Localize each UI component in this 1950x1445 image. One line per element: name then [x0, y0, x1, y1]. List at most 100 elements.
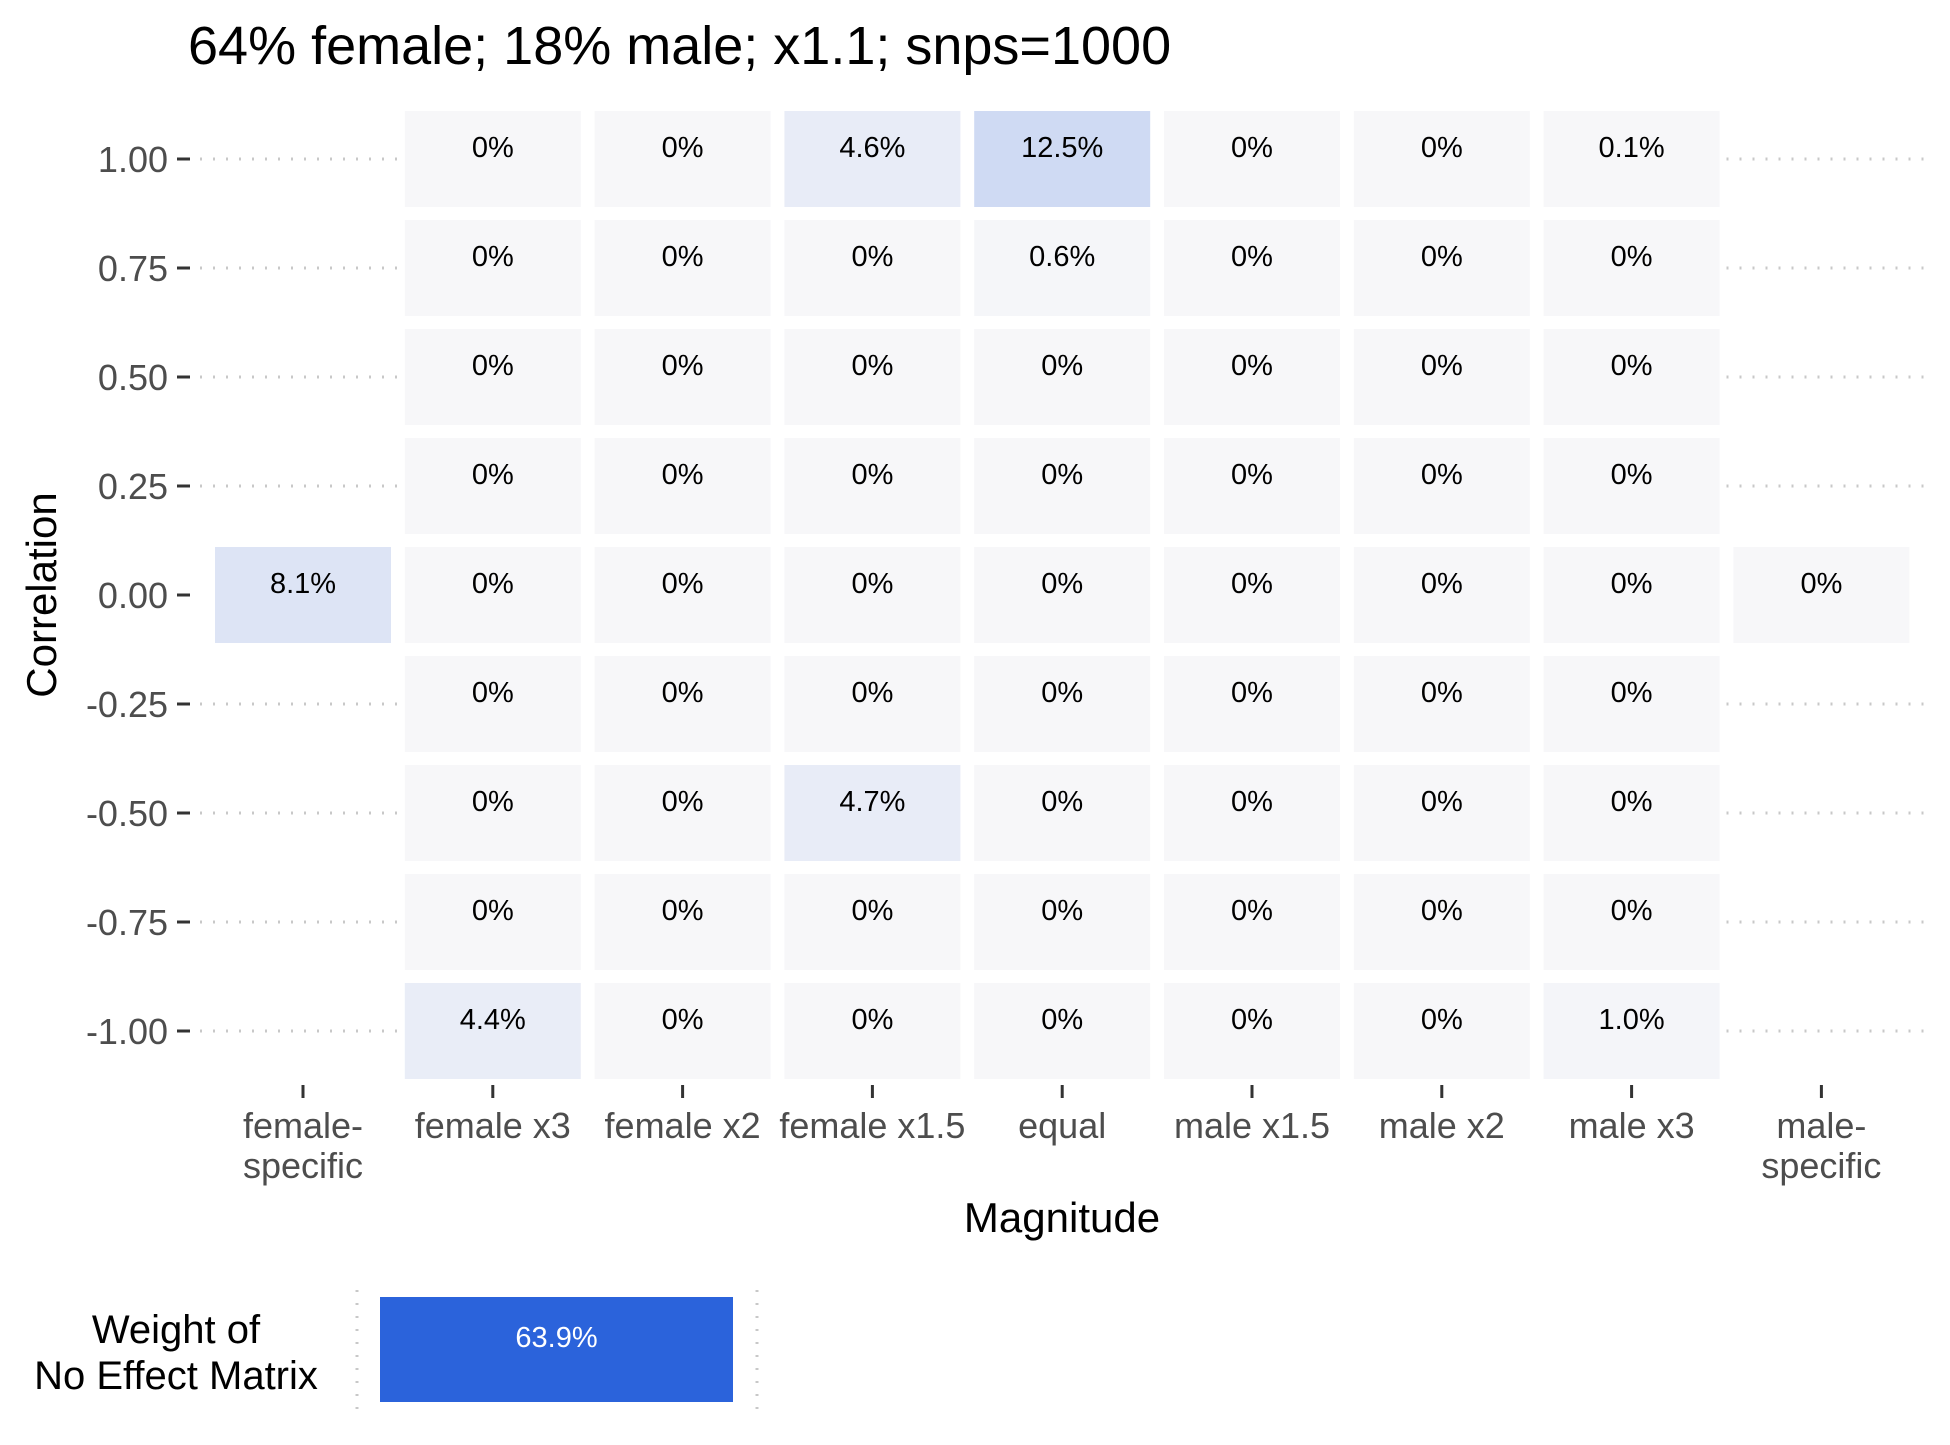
tile-value-label: 0%	[1611, 786, 1653, 818]
heatmap-tile	[1543, 983, 1720, 1079]
tile-value-label: 0%	[662, 786, 704, 818]
heatmap-tile	[215, 547, 391, 643]
heatmap-tile	[1164, 329, 1340, 425]
tile-value-label: 1.0%	[1599, 1004, 1665, 1036]
tile-value-label: 0%	[1231, 895, 1273, 927]
y-tick-label: -0.25	[86, 684, 168, 725]
tile-value-label: 0%	[662, 241, 704, 273]
heatmap-tile	[1164, 874, 1340, 970]
heatmap-tile	[1543, 111, 1720, 207]
tile-value-label: 0%	[851, 241, 893, 273]
tile-value-label: 0%	[1231, 459, 1273, 491]
heatmap-tile	[594, 765, 771, 861]
heatmap-tile	[1164, 656, 1340, 752]
heatmap-tile	[404, 329, 581, 425]
tile-value-label: 0%	[662, 350, 704, 382]
heatmap-tile	[404, 874, 581, 970]
x-tick-label: female x3	[415, 1105, 571, 1146]
heatmap-tile	[974, 111, 1151, 207]
tile-value-label: 4.4%	[460, 1004, 526, 1036]
heatmap-tile	[404, 983, 581, 1079]
heatmap-tile	[404, 220, 581, 316]
x-tick-label: female x1.5	[779, 1105, 965, 1146]
no-effect-axis-label: Weight of No Effect Matrix	[34, 1308, 318, 1398]
tile-value-label: 0%	[662, 459, 704, 491]
tile-value-label: 0%	[472, 132, 514, 164]
heatmap-tile	[1353, 220, 1530, 316]
heatmap-tile	[1353, 765, 1530, 861]
grid-layer	[200, 157, 1930, 1033]
no-effect-axis-label-line: Weight of	[92, 1308, 261, 1352]
y-axis-title: Correlation	[18, 492, 65, 697]
y-tick-label: -0.50	[86, 793, 168, 834]
heatmap-tile	[974, 329, 1151, 425]
heatmap-tile	[1543, 220, 1720, 316]
tile-value-label: 0%	[662, 1004, 704, 1036]
tile-value-label: 0%	[1041, 895, 1083, 927]
tile-value-label: 0%	[1421, 350, 1463, 382]
tile-value-label: 0%	[1611, 350, 1653, 382]
heatmap-tile	[594, 656, 771, 752]
heatmap-tile	[974, 438, 1151, 534]
tile-value-label: 0%	[1611, 568, 1653, 600]
tile-value-label: 0%	[1231, 786, 1273, 818]
x-tick-label-line: equal	[1018, 1105, 1106, 1146]
tile-value-label: 0%	[1041, 677, 1083, 709]
tile-value-label: 0%	[1231, 1004, 1273, 1036]
heatmap-tile	[1353, 547, 1530, 643]
heatmap-tile	[594, 111, 771, 207]
tile-value-label: 0%	[472, 786, 514, 818]
heatmap-tile	[974, 983, 1151, 1079]
x-tick-label-line: specific	[1761, 1145, 1881, 1186]
x-tick-label: male x2	[1379, 1105, 1505, 1146]
tile-value-label: 0%	[1421, 1004, 1463, 1036]
x-tick-label: male-specific	[1761, 1105, 1881, 1186]
tile-value-label: 0%	[472, 895, 514, 927]
heatmap-tile	[1353, 656, 1530, 752]
tile-value-label: 0%	[1611, 677, 1653, 709]
y-tick-label: 1.00	[98, 139, 168, 180]
heatmap-tile	[784, 547, 961, 643]
x-tick-label-line: female-	[243, 1105, 363, 1146]
heatmap-tile	[594, 874, 771, 970]
x-tick-label-line: female x1.5	[779, 1105, 965, 1146]
heatmap-tile	[1353, 111, 1530, 207]
tile-value-label: 0%	[851, 568, 893, 600]
tile-value-label: 0%	[1800, 568, 1842, 600]
heatmap-tile	[1543, 547, 1720, 643]
tile-value-label: 0%	[1611, 241, 1653, 273]
x-tick-label-line: male-	[1776, 1105, 1866, 1146]
tile-value-label: 0%	[662, 677, 704, 709]
heatmap-tile	[1543, 874, 1720, 970]
tile-value-label: 0%	[662, 895, 704, 927]
heatmap-tile	[784, 438, 961, 534]
x-tick-label: female-specific	[243, 1105, 363, 1186]
heatmap-tile	[594, 220, 771, 316]
x-tick-label-line: male x1.5	[1174, 1105, 1330, 1146]
heatmap-tile	[1733, 547, 1910, 643]
heatmap-tile	[784, 656, 961, 752]
x-tick-label: male x3	[1569, 1105, 1695, 1146]
heatmap-tile	[974, 547, 1151, 643]
heatmap-tile	[594, 983, 771, 1079]
x-tick-label: male x1.5	[1174, 1105, 1330, 1146]
tile-value-label: 0%	[851, 459, 893, 491]
tile-value-label: 0%	[1041, 1004, 1083, 1036]
heatmap-tile	[594, 329, 771, 425]
tile-value-label: 0%	[1231, 568, 1273, 600]
heatmap-tile	[1164, 111, 1340, 207]
tile-value-label: 0%	[472, 568, 514, 600]
heatmap-tile	[404, 547, 581, 643]
tiles-layer: 8.1% 0% 0% 0% 0% 0% 0% 0% 0% 4.4% 0% 0% 0% 0% 0% 0% 0% 0%…	[215, 111, 1910, 1079]
tile-value-label: 0%	[1421, 241, 1463, 273]
heatmap-tile	[594, 547, 771, 643]
x-tick-label: female x2	[605, 1105, 761, 1146]
heatmap-tile	[404, 111, 581, 207]
tile-value-label: 0%	[851, 895, 893, 927]
tile-value-label: 0%	[1611, 459, 1653, 491]
chart-title: 64% female; 18% male; x1.1; snps=1000	[188, 16, 1171, 76]
heatmap-tile	[784, 329, 961, 425]
y-tick-label: 0.50	[98, 357, 168, 398]
no-effect-value-label: 63.9%	[515, 1322, 597, 1354]
